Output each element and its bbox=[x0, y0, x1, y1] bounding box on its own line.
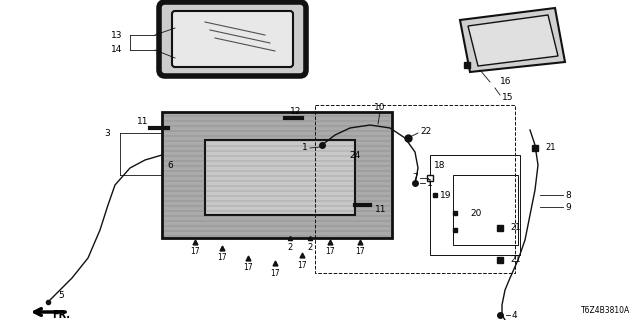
Text: FR.: FR. bbox=[52, 310, 70, 320]
Text: 2: 2 bbox=[307, 244, 312, 252]
Bar bbox=[453, 175, 518, 245]
Text: 21: 21 bbox=[510, 255, 520, 265]
Text: 21: 21 bbox=[545, 143, 556, 153]
Text: 13: 13 bbox=[111, 30, 122, 39]
Bar bbox=[162, 112, 392, 238]
Text: 8: 8 bbox=[565, 190, 571, 199]
Text: 16: 16 bbox=[500, 77, 511, 86]
Polygon shape bbox=[460, 8, 565, 72]
Text: 1: 1 bbox=[302, 143, 308, 153]
Text: 12: 12 bbox=[291, 108, 301, 116]
Bar bbox=[430, 155, 520, 255]
Text: 11: 11 bbox=[375, 205, 387, 214]
Text: 19: 19 bbox=[440, 190, 451, 199]
FancyBboxPatch shape bbox=[159, 2, 306, 76]
Text: 6: 6 bbox=[167, 161, 173, 170]
Bar bbox=[205, 140, 355, 215]
Text: T6Z4B3810A: T6Z4B3810A bbox=[580, 306, 630, 315]
Text: 22: 22 bbox=[420, 127, 431, 137]
Text: 17: 17 bbox=[190, 247, 200, 257]
Text: 10: 10 bbox=[374, 103, 386, 113]
Text: 4: 4 bbox=[512, 310, 518, 319]
Text: 20: 20 bbox=[470, 209, 481, 218]
Text: 15: 15 bbox=[502, 92, 513, 101]
Text: 5: 5 bbox=[58, 292, 64, 300]
Text: 2: 2 bbox=[287, 244, 292, 252]
Text: 17: 17 bbox=[325, 247, 335, 257]
Text: 14: 14 bbox=[111, 45, 122, 54]
Text: 17: 17 bbox=[270, 268, 280, 277]
Text: 7: 7 bbox=[412, 173, 418, 182]
Polygon shape bbox=[468, 15, 558, 66]
Text: 17: 17 bbox=[217, 253, 227, 262]
Text: 24: 24 bbox=[349, 150, 360, 159]
FancyBboxPatch shape bbox=[172, 11, 293, 67]
Text: 18: 18 bbox=[435, 161, 445, 170]
Text: 21: 21 bbox=[510, 223, 520, 233]
Text: 17: 17 bbox=[243, 263, 253, 273]
Text: 3: 3 bbox=[104, 129, 110, 138]
Text: 1: 1 bbox=[427, 179, 433, 188]
Text: 11: 11 bbox=[136, 117, 148, 126]
Text: 17: 17 bbox=[355, 247, 365, 257]
Bar bbox=[315, 105, 515, 273]
Text: 17: 17 bbox=[297, 260, 307, 269]
Text: 9: 9 bbox=[565, 203, 571, 212]
